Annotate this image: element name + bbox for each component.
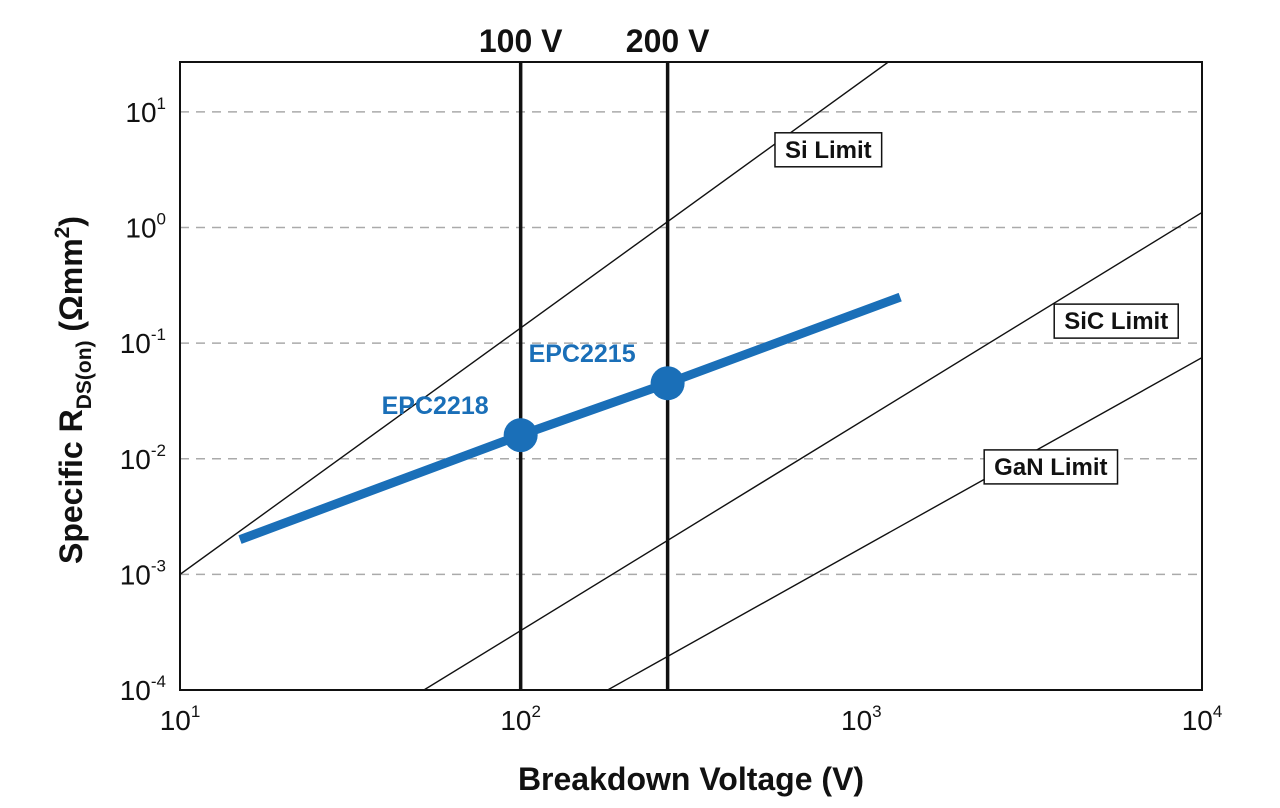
point-label-epc2215: EPC2215	[529, 340, 636, 368]
y-axis-title-unit: (Ωmm	[53, 238, 89, 340]
si-limit-label: Si Limit	[774, 132, 883, 168]
point-epc2215	[650, 366, 685, 401]
si-limit-line	[180, 62, 889, 575]
reference-lines: 100 V 200 V	[479, 23, 710, 690]
y-axis-title-main: Specific R	[53, 409, 89, 564]
sic-limit-label-text: SiC Limit	[1064, 308, 1168, 335]
limit-labels: Si Limit SiC Limit GaN Limit	[774, 132, 1179, 485]
point-epc2218	[503, 418, 538, 453]
x-axis-title: Breakdown Voltage (V)	[518, 761, 864, 797]
y-tick-label: 101	[125, 94, 166, 128]
si-limit-label-text: Si Limit	[785, 137, 872, 164]
y-tick-label: 10-4	[120, 672, 166, 706]
sic-limit-label: SiC Limit	[1053, 303, 1179, 339]
gan-limit-label: GaN Limit	[983, 449, 1119, 485]
limit-lines	[180, 62, 1202, 690]
x-tick-label: 103	[841, 702, 882, 736]
si-limit-label-box	[774, 132, 883, 168]
y-axis-title-subscript: DS(on)	[73, 340, 96, 409]
x-tick-label: 104	[1182, 702, 1223, 736]
series-line-0	[238, 292, 902, 544]
gan-limit-label-box	[983, 449, 1119, 485]
x-tick-label: 102	[500, 702, 541, 736]
y-axis-title-unit-superscript: 2	[51, 227, 74, 239]
y-tick-label: 100	[125, 210, 166, 244]
y-tick-labels: 101 100 10-1 10-2 10-3 10-4	[120, 94, 166, 706]
y-tick-label: 10-1	[120, 325, 166, 359]
y-tick-label: 10-2	[120, 441, 166, 475]
sic-limit-label-box	[1053, 303, 1179, 339]
gan-limit-label-text: GaN Limit	[994, 454, 1107, 481]
point-label-epc2218: EPC2218	[382, 392, 489, 420]
plot-frame	[179, 61, 1203, 691]
sic-limit-line	[423, 211, 1202, 690]
y-axis-title: Specific RDS(on) (Ωmm2)	[51, 216, 96, 564]
gan-limit-line	[607, 356, 1202, 690]
x-tick-label: 101	[160, 702, 201, 736]
y-tick-label: 10-3	[120, 556, 166, 590]
ref-label-200-v: 200 V	[626, 23, 710, 59]
y-axis-title-unit-close: )	[53, 216, 89, 227]
x-tick-labels: 101 102 103 104	[160, 702, 1223, 736]
ref-label-100-v: 100 V	[479, 23, 563, 59]
series-layer: EPC2218 EPC2215	[238, 292, 902, 544]
